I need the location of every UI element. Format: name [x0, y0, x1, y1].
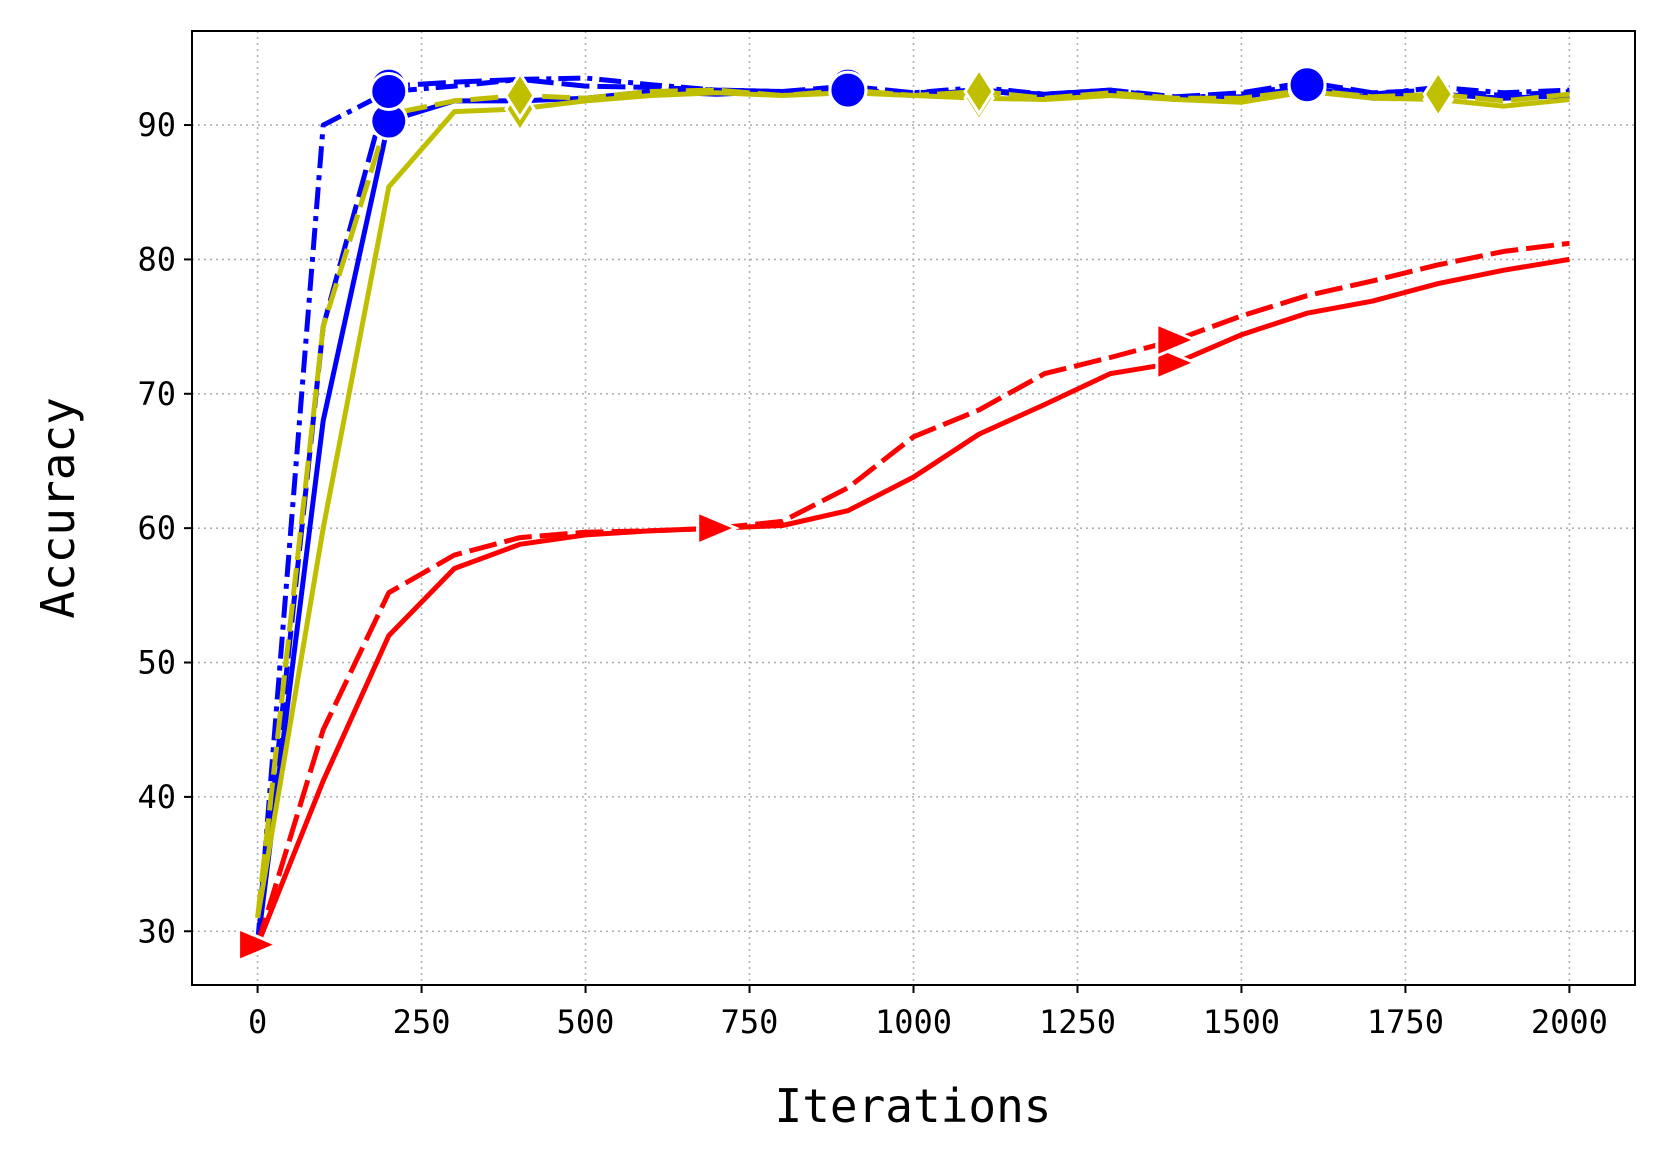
x-tick-label: 500: [557, 1003, 615, 1041]
series-marker-circle: [1287, 65, 1327, 105]
x-tick-label: 1500: [1203, 1003, 1280, 1041]
series-marker-circle: [828, 70, 868, 110]
y-tick-label: 40: [137, 778, 176, 816]
x-tick-label: 2000: [1531, 1003, 1608, 1041]
series-marker-circle: [369, 71, 409, 111]
series-marker-triangle: [237, 926, 281, 963]
series-markers: [237, 62, 1455, 963]
x-tick-label: 1000: [875, 1003, 952, 1041]
x-axis-title: Iterations: [775, 1079, 1052, 1133]
axis-ticks: 0 250 500 750 1000 1250 1500 1750 2000 30 40 50 60 70…: [137, 106, 1607, 1041]
grid: [192, 31, 1635, 985]
series-marker-diamond: [1422, 69, 1455, 119]
series-line-5: [255, 256, 1570, 946]
y-tick-label: 60: [137, 509, 176, 547]
x-tick-label: 750: [721, 1003, 779, 1041]
series-lines: [255, 75, 1570, 946]
x-tick-label: 0: [248, 1003, 267, 1041]
series-marker-triangle: [1155, 321, 1199, 359]
series-line-6: [255, 240, 1570, 946]
series-marker-triangle: [1155, 344, 1199, 382]
series-line-2: [255, 75, 1570, 945]
series-marker-diamond: [504, 70, 536, 121]
series-line-4: [255, 87, 1570, 919]
y-tick-label: 30: [137, 912, 176, 950]
x-tick-label: 250: [393, 1003, 451, 1041]
y-tick-label: 50: [137, 644, 176, 682]
y-tick-label: 70: [137, 375, 176, 413]
series-marker-diamond: [963, 66, 995, 117]
y-tick-label: 90: [137, 106, 176, 144]
y-axis-title: Accuracy: [31, 397, 85, 619]
x-tick-label: 1750: [1367, 1003, 1444, 1041]
series-marker-triangle: [696, 509, 740, 547]
y-tick-label: 80: [137, 240, 176, 278]
x-tick-label: 1250: [1039, 1003, 1116, 1041]
